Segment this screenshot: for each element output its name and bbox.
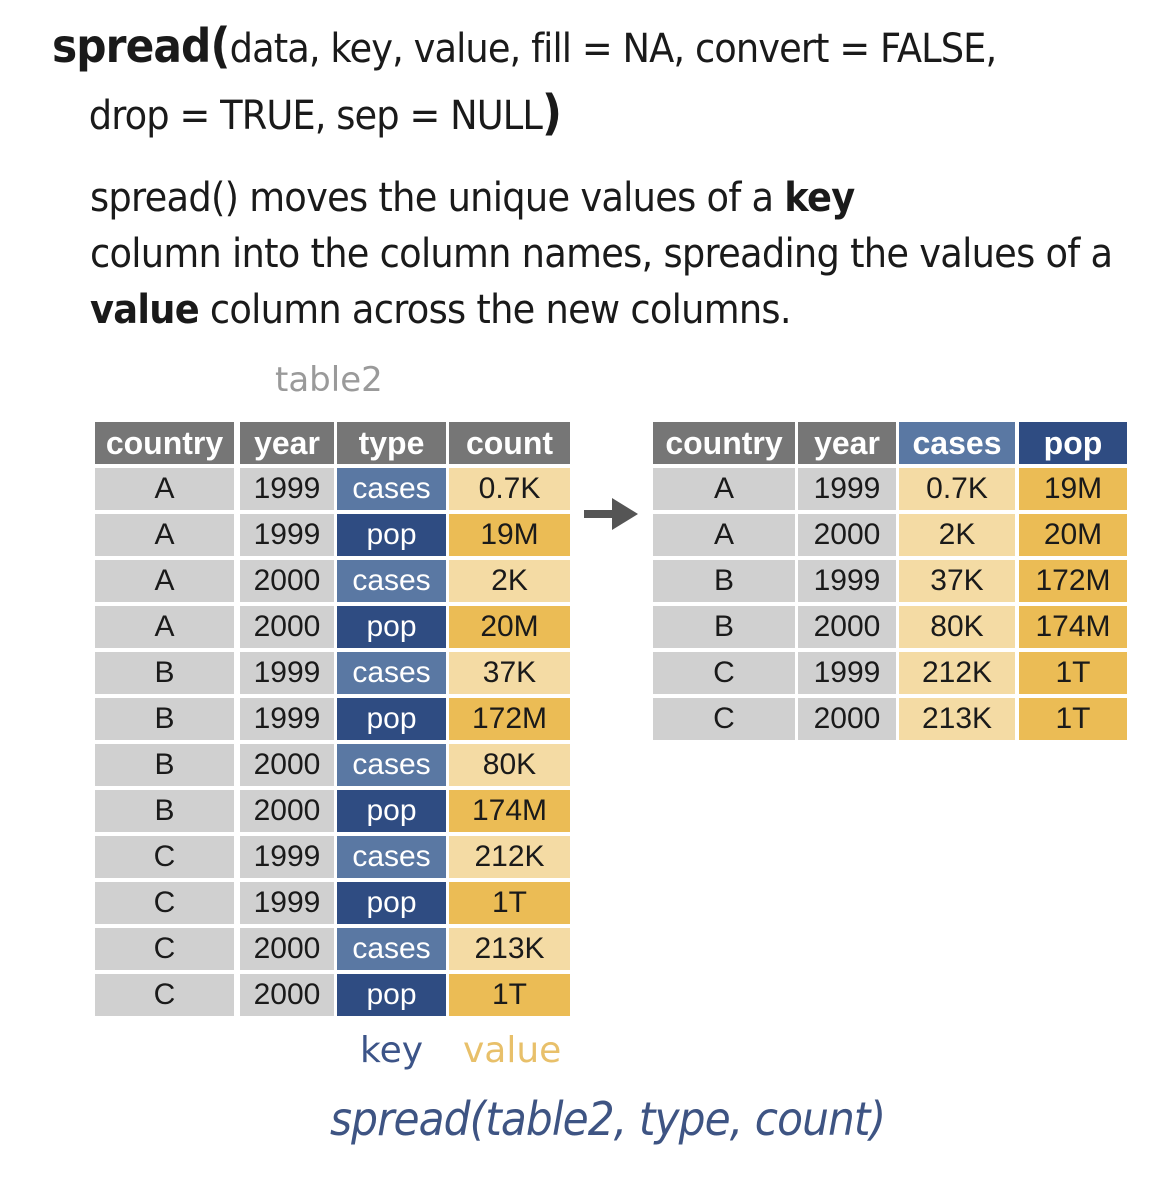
args-line1: data, key, value, fill = NA, convert = F… <box>229 26 998 72</box>
input-cell-count: 37K <box>449 652 570 694</box>
input-cell-country: C <box>95 974 234 1016</box>
output-cell-pop: 172M <box>1019 560 1127 602</box>
input-header-country: country <box>95 422 234 464</box>
input-cell-type: pop <box>337 606 446 648</box>
input-cell-type: pop <box>337 882 446 924</box>
input-cell-year: 1999 <box>240 882 334 924</box>
input-header-type: type <box>337 422 446 464</box>
description-key: key <box>784 175 855 221</box>
input-cell-type: cases <box>337 652 446 694</box>
input-header-count: count <box>449 422 570 464</box>
input-cell-count: 19M <box>449 514 570 556</box>
input-cell-count: 212K <box>449 836 570 878</box>
input-cell-country: A <box>95 560 234 602</box>
input-cell-country: B <box>95 698 234 740</box>
output-cell-country: C <box>653 652 795 694</box>
output-header-pop: pop <box>1019 422 1127 464</box>
input-table-name: table2 <box>275 360 383 400</box>
output-cell-pop: 1T <box>1019 698 1127 740</box>
output-header-year: year <box>798 422 896 464</box>
input-cell-year: 2000 <box>240 744 334 786</box>
output-cell-pop: 20M <box>1019 514 1127 556</box>
description-part2: column into the column names, spreading … <box>90 231 1113 277</box>
input-cell-year: 2000 <box>240 606 334 648</box>
input-cell-country: C <box>95 836 234 878</box>
output-cell-year: 2000 <box>798 514 896 556</box>
example-call: spread(table2, type, count) <box>330 1092 886 1146</box>
output-cell-cases: 80K <box>899 606 1015 648</box>
input-cell-count: 172M <box>449 698 570 740</box>
close-paren: ) <box>541 85 562 141</box>
output-cell-pop: 174M <box>1019 606 1127 648</box>
input-cell-count: 20M <box>449 606 570 648</box>
input-cell-country: B <box>95 744 234 786</box>
output-cell-pop: 1T <box>1019 652 1127 694</box>
input-header-year: year <box>240 422 334 464</box>
input-cell-year: 1999 <box>240 698 334 740</box>
input-cell-type: pop <box>337 514 446 556</box>
output-cell-country: A <box>653 468 795 510</box>
output-cell-year: 1999 <box>798 468 896 510</box>
output-cell-country: A <box>653 514 795 556</box>
output-header-country: country <box>653 422 795 464</box>
input-cell-count: 2K <box>449 560 570 602</box>
output-cell-pop: 19M <box>1019 468 1127 510</box>
input-cell-country: C <box>95 882 234 924</box>
input-cell-year: 2000 <box>240 790 334 832</box>
input-cell-country: A <box>95 514 234 556</box>
output-cell-year: 1999 <box>798 560 896 602</box>
input-cell-type: cases <box>337 560 446 602</box>
description-part1: spread() moves the unique values of a <box>90 175 785 221</box>
output-header-cases: cases <box>899 422 1015 464</box>
input-cell-year: 2000 <box>240 974 334 1016</box>
input-cell-year: 1999 <box>240 514 334 556</box>
input-cell-type: pop <box>337 698 446 740</box>
input-cell-year: 2000 <box>240 928 334 970</box>
output-cell-country: B <box>653 606 795 648</box>
description: spread() moves the unique values of a ke… <box>90 170 1120 338</box>
function-signature: spread(data, key, value, fill = NA, conv… <box>52 14 1064 148</box>
input-cell-type: cases <box>337 836 446 878</box>
output-cell-cases: 2K <box>899 514 1015 556</box>
input-cell-year: 1999 <box>240 836 334 878</box>
output-cell-country: B <box>653 560 795 602</box>
open-paren: ( <box>210 18 230 74</box>
input-cell-count: 1T <box>449 974 570 1016</box>
input-cell-country: B <box>95 790 234 832</box>
input-cell-country: A <box>95 606 234 648</box>
output-cell-cases: 213K <box>899 698 1015 740</box>
input-cell-type: cases <box>337 744 446 786</box>
input-cell-type: cases <box>337 468 446 510</box>
output-cell-year: 2000 <box>798 606 896 648</box>
input-cell-year: 2000 <box>240 560 334 602</box>
value-label: value <box>463 1030 562 1071</box>
input-cell-country: B <box>95 652 234 694</box>
input-cell-count: 80K <box>449 744 570 786</box>
right-arrow-icon <box>584 498 638 530</box>
input-cell-country: C <box>95 928 234 970</box>
input-cell-count: 0.7K <box>449 468 570 510</box>
output-cell-country: C <box>653 698 795 740</box>
output-cell-year: 2000 <box>798 698 896 740</box>
function-name: spread <box>52 19 211 73</box>
description-value: value <box>90 287 200 333</box>
output-cell-cases: 212K <box>899 652 1015 694</box>
output-cell-cases: 0.7K <box>899 468 1015 510</box>
input-cell-count: 1T <box>449 882 570 924</box>
input-cell-year: 1999 <box>240 652 334 694</box>
input-cell-type: cases <box>337 928 446 970</box>
output-cell-cases: 37K <box>899 560 1015 602</box>
input-cell-count: 213K <box>449 928 570 970</box>
key-label: key <box>360 1030 424 1071</box>
input-cell-count: 174M <box>449 790 570 832</box>
args-line2: drop = TRUE, sep = NULL <box>88 93 543 139</box>
input-cell-country: A <box>95 468 234 510</box>
input-cell-type: pop <box>337 790 446 832</box>
output-cell-year: 1999 <box>798 652 896 694</box>
input-cell-year: 1999 <box>240 468 334 510</box>
input-cell-type: pop <box>337 974 446 1016</box>
description-part3: column across the new columns. <box>198 287 792 333</box>
